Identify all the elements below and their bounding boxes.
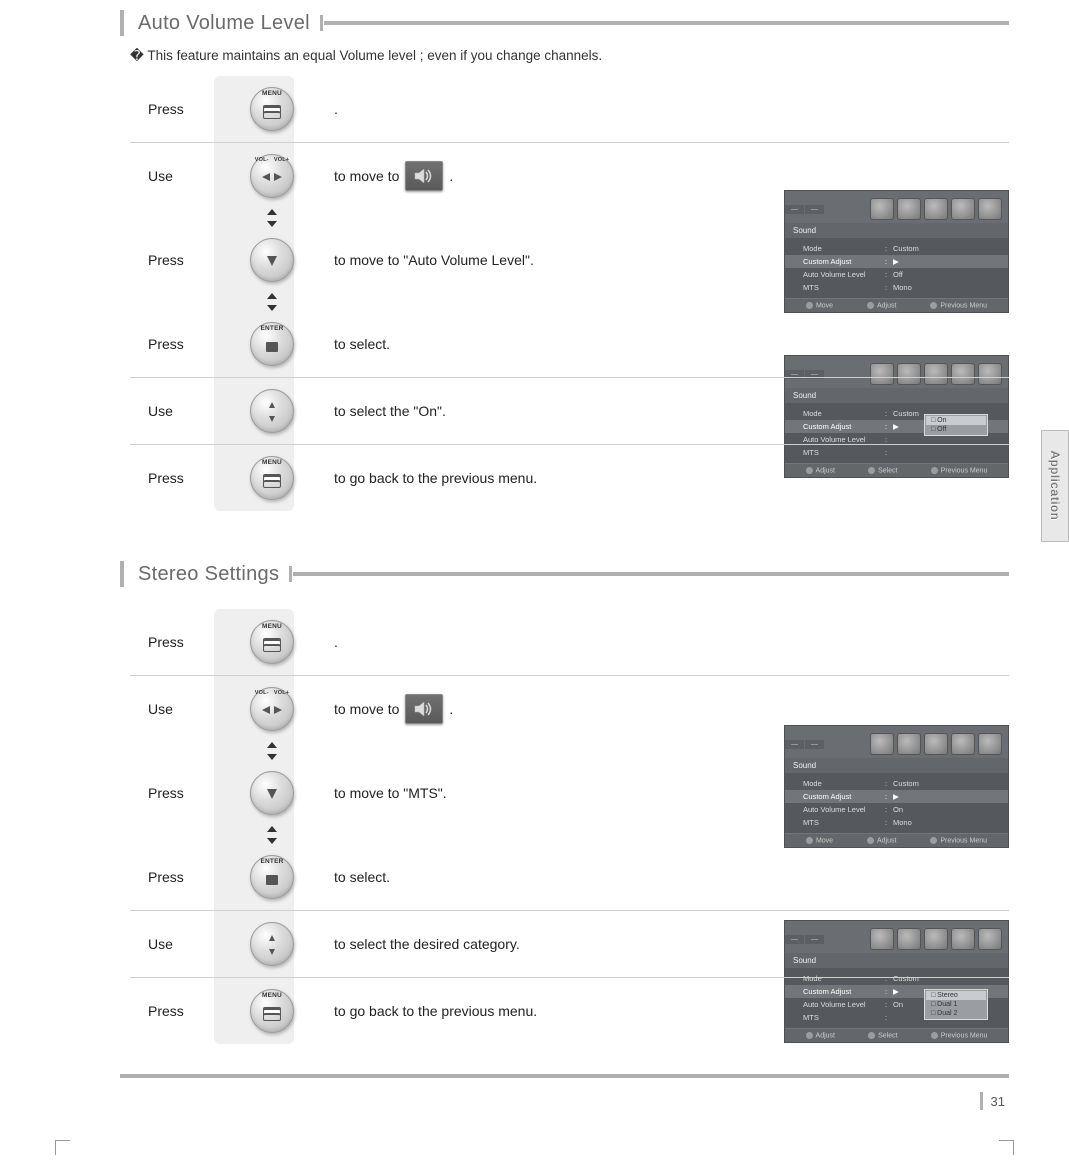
- step-text: to go back to the previous menu.: [312, 470, 1009, 486]
- arrow-connector-icon: [232, 742, 312, 760]
- instruction-step: Press to move to "MTS".: [130, 760, 1009, 826]
- enter-button-icon: ENTER: [250, 322, 294, 366]
- instruction-step: Press ENTER to select.: [130, 311, 1009, 378]
- updown-button-icon: [250, 389, 294, 433]
- step-text: to select.: [312, 336, 1009, 352]
- step-text: to move to .: [312, 694, 1009, 724]
- sound-menu-icon: [405, 694, 443, 724]
- page-number-wrap: 31: [120, 1092, 1009, 1110]
- step-text: to go back to the previous menu.: [312, 1003, 1009, 1019]
- section-header-auto-volume: Auto Volume Level: [120, 10, 1009, 36]
- page-number: 31: [991, 1094, 1005, 1109]
- menu-button-icon: MENU: [250, 87, 294, 131]
- step-verb: Press: [130, 470, 232, 486]
- section-title: Auto Volume Level: [138, 12, 310, 35]
- section-header-stereo: Stereo Settings: [120, 561, 1009, 587]
- volume-button-icon: VOL- VOL+: [250, 687, 294, 731]
- instruction-step: Press MENU .: [130, 609, 1009, 676]
- step-text: to move to "Auto Volume Level".: [312, 252, 1009, 268]
- step-verb: Use: [130, 701, 232, 717]
- bottom-rule: [120, 1074, 1009, 1078]
- menu-button-icon: MENU: [250, 456, 294, 500]
- step-verb: Press: [130, 869, 232, 885]
- sound-menu-icon: [405, 161, 443, 191]
- instruction-step: Press MENU to go back to the previous me…: [130, 445, 1009, 511]
- step-verb: Press: [130, 1003, 232, 1019]
- step-verb: Use: [130, 168, 232, 184]
- instruction-step: Press ENTER to select.: [130, 844, 1009, 911]
- instruction-step: Use to select the "On".: [130, 378, 1009, 445]
- down-button-icon: [250, 771, 294, 815]
- steps-stereo: Press MENU . Use VOL- VOL+ to move to . …: [130, 609, 1009, 1044]
- instruction-step: Press MENU .: [130, 76, 1009, 143]
- heading-bar: [120, 10, 124, 36]
- step-verb: Press: [130, 634, 232, 650]
- side-tab-application: Application: [1041, 430, 1069, 542]
- instruction-step: Use VOL- VOL+ to move to .: [130, 676, 1009, 742]
- step-verb: Use: [130, 403, 232, 419]
- crop-marks: [0, 1142, 1069, 1162]
- volume-button-icon: VOL- VOL+: [250, 154, 294, 198]
- step-text: to select the "On".: [312, 403, 1009, 419]
- menu-button-icon: MENU: [250, 620, 294, 664]
- updown-button-icon: [250, 922, 294, 966]
- step-verb: Press: [130, 785, 232, 801]
- instruction-step: Press to move to "Auto Volume Level".: [130, 227, 1009, 293]
- heading-bar: [120, 561, 124, 587]
- step-text: to select.: [312, 869, 1009, 885]
- instruction-step: Press MENU to go back to the previous me…: [130, 978, 1009, 1044]
- instruction-step: Use to select the desired category.: [130, 911, 1009, 978]
- section-title: Stereo Settings: [138, 563, 279, 586]
- instruction-step: Use VOL- VOL+ to move to .: [130, 143, 1009, 209]
- enter-button-icon: ENTER: [250, 855, 294, 899]
- arrow-connector-icon: [232, 209, 312, 227]
- step-text: to select the desired category.: [312, 936, 1009, 952]
- step-verb: Press: [130, 252, 232, 268]
- arrow-connector-icon: [232, 293, 312, 311]
- step-text: to move to "MTS".: [312, 785, 1009, 801]
- step-verb: Press: [130, 336, 232, 352]
- down-button-icon: [250, 238, 294, 282]
- steps-auto-volume: Press MENU . Use VOL- VOL+ to move to . …: [130, 76, 1009, 511]
- heading-rule: [324, 21, 1009, 25]
- section-description: � This feature maintains an equal Volume…: [130, 48, 1009, 64]
- step-text: .: [312, 634, 1009, 650]
- arrow-connector-icon: [232, 826, 312, 844]
- step-verb: Press: [130, 101, 232, 117]
- step-text: to move to .: [312, 161, 1009, 191]
- menu-button-icon: MENU: [250, 989, 294, 1033]
- heading-rule: [293, 572, 1009, 576]
- step-verb: Use: [130, 936, 232, 952]
- step-text: .: [312, 101, 1009, 117]
